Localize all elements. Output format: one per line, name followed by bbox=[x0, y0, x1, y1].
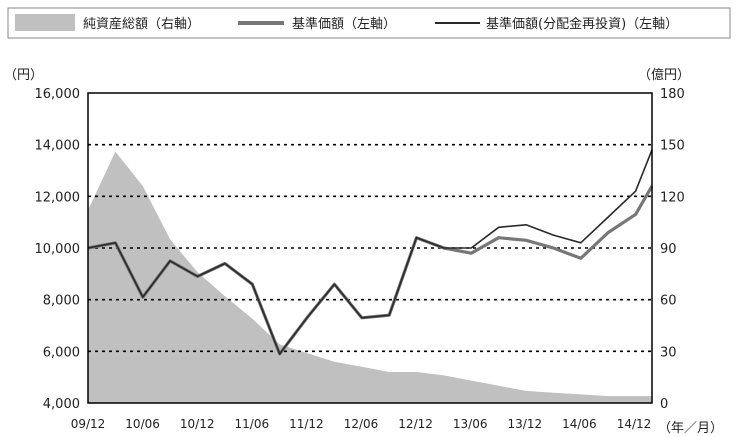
right-axis-tick-label: 120 bbox=[660, 190, 685, 205]
x-axis-tick-label: 10/06 bbox=[125, 417, 160, 431]
x-axis-tick-label: 12/12 bbox=[398, 417, 433, 431]
x-axis-tick-label: 14/06 bbox=[562, 417, 597, 431]
x-axis-tick-label: 09/12 bbox=[71, 417, 106, 431]
right-axis-tick-label: 0 bbox=[660, 397, 668, 412]
series-area-net-assets bbox=[88, 151, 652, 403]
x-axis-tick-label: 13/12 bbox=[508, 417, 543, 431]
x-axis-tick-label: 11/12 bbox=[289, 417, 324, 431]
right-axis-tick-label: 30 bbox=[660, 345, 677, 360]
right-axis-tick-label: 150 bbox=[660, 139, 685, 154]
gridlines bbox=[88, 143, 652, 353]
left-axis-tick-label: 16,000 bbox=[35, 87, 81, 102]
plot-border bbox=[87, 92, 653, 404]
x-axis-tick-label: 14/12 bbox=[617, 417, 652, 431]
right-axis-tick-label: 60 bbox=[660, 294, 677, 309]
left-axis-tick-label: 4,000 bbox=[43, 397, 80, 412]
right-axis-tick-label: 90 bbox=[660, 242, 677, 257]
left-axis-tick-label: 12,000 bbox=[35, 190, 81, 205]
x-axis-unit: （年／月） bbox=[658, 421, 723, 436]
right-axis-tick-label: 180 bbox=[660, 87, 685, 102]
left-axis-unit: （円） bbox=[4, 68, 43, 83]
x-axis-tick-label: 11/06 bbox=[235, 417, 270, 431]
legend-label-nav-reinvested: 基準価額(分配金再投資)（左軸） bbox=[486, 16, 678, 32]
series-line-nav-reinvested bbox=[87, 149, 653, 355]
legend: 純資産総額（右軸） 基準価額（左軸） 基準価額(分配金再投資)（左軸） bbox=[7, 7, 731, 39]
x-axis-tick-label: 12/06 bbox=[344, 417, 379, 431]
legend-label-net-assets: 純資産総額（右軸） bbox=[83, 16, 200, 32]
right-axis-ticks: 180 150 120 90 60 30 0 bbox=[660, 87, 685, 412]
legend-label-nav: 基準価額（左軸） bbox=[292, 16, 396, 32]
left-axis-ticks: 16,000 14,000 12,000 10,000 8,000 6,000 4,000 bbox=[35, 87, 81, 412]
left-axis-tick-label: 14,000 bbox=[35, 139, 81, 154]
x-axis-tick-label: 13/06 bbox=[453, 417, 488, 431]
net-assets-area-layer bbox=[88, 151, 652, 403]
x-axis-ticks: 09/12 10/06 10/12 11/06 11/12 12/06 12/12 13/06… bbox=[71, 417, 652, 431]
right-axis-unit: （億円） bbox=[638, 67, 690, 83]
left-axis-tick-label: 10,000 bbox=[35, 242, 81, 257]
legend-swatch-net-assets bbox=[15, 14, 75, 31]
left-axis-tick-label: 8,000 bbox=[43, 294, 80, 309]
nav-lines-layer bbox=[87, 149, 654, 356]
x-axis-tick-label: 10/12 bbox=[180, 417, 215, 431]
plot-frame bbox=[87, 92, 653, 404]
left-axis-tick-label: 6,000 bbox=[43, 345, 80, 360]
